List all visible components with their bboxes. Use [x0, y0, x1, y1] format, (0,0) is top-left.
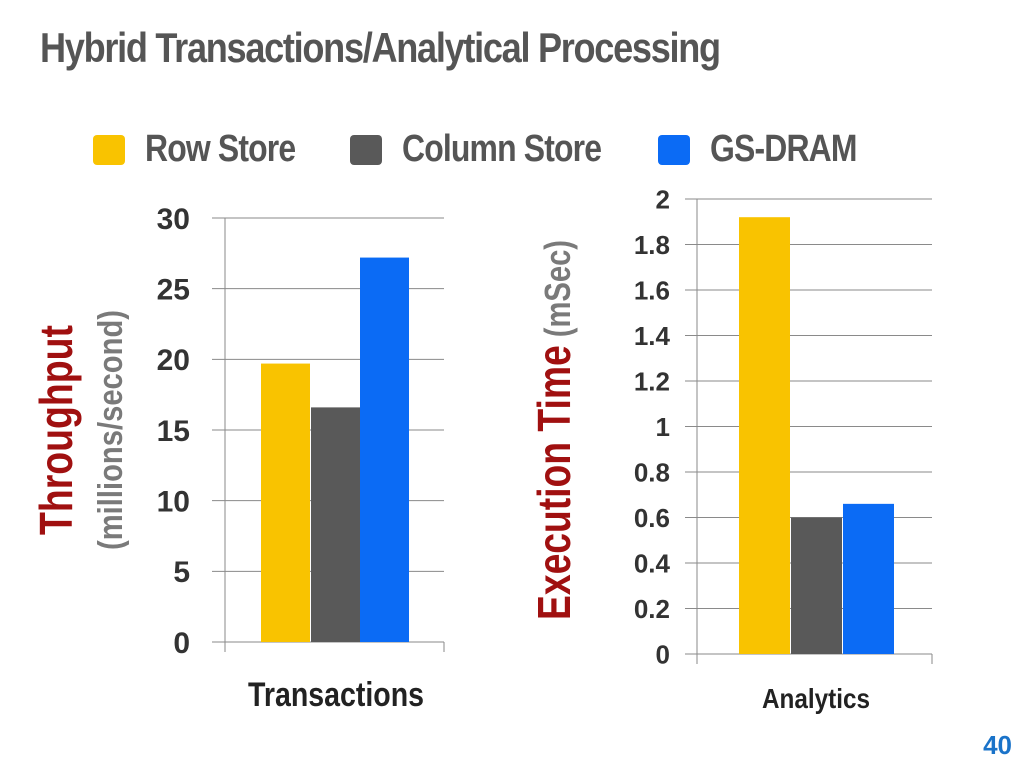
y-axis-title-unit: (mSec) — [537, 240, 578, 345]
y-tick-label: 1.8 — [634, 230, 670, 260]
y-axis-title-unit: (millions/second) — [92, 310, 130, 550]
y-tick-label: 0.8 — [634, 457, 670, 487]
legend-label-gs-dram: GS-DRAM — [710, 128, 857, 170]
legend-item-column-store: Column Store — [350, 128, 639, 171]
slide-title: Hybrid Transactions/Analytical Processin… — [40, 24, 721, 71]
y-tick-label: 30 — [157, 203, 190, 236]
y-tick-label: 1.4 — [634, 321, 671, 351]
x-axis-label: Analytics — [762, 683, 870, 714]
legend-label-column-store: Column Store — [402, 128, 602, 170]
legend-swatch-gs-dram — [658, 134, 690, 165]
legend-label-row-store: Row Store — [145, 128, 296, 170]
y-tick-label: 25 — [157, 273, 190, 306]
y-tick-label: 1 — [656, 412, 670, 442]
y-axis-title-main: Throughput — [30, 325, 82, 535]
page-number: 40 — [983, 730, 1012, 760]
y-tick-label: 5 — [173, 556, 190, 589]
y-tick-label: 10 — [157, 485, 190, 518]
y-tick-label: 2 — [656, 184, 670, 214]
y-tick-label: 0.2 — [634, 594, 670, 624]
y-axis-title-text: Execution Time (mSec) — [528, 240, 580, 620]
bar-column-store — [311, 407, 360, 642]
y-axis-title: Execution Time (mSec) — [528, 240, 580, 620]
legend-swatch-row-store — [93, 134, 125, 165]
y-tick-label: 0.6 — [634, 503, 670, 533]
y-axis-title-main: Execution Time — [528, 345, 580, 620]
y-axis-title-text: Throughput — [30, 325, 82, 535]
y-axis-title: Throughput (millions/second) — [30, 310, 130, 550]
bar-column-store — [791, 517, 842, 654]
y-tick-label: 0.4 — [634, 548, 671, 578]
y-tick-label: 20 — [157, 344, 190, 377]
bar-gs-dram — [360, 257, 409, 642]
y-tick-label: 0 — [173, 627, 190, 660]
bar-row-store — [261, 363, 310, 642]
y-tick-label: 1.6 — [634, 275, 670, 305]
y-tick-label: 15 — [157, 415, 190, 448]
y-tick-label: 1.2 — [634, 366, 670, 396]
x-axis-label: Transactions — [248, 676, 424, 714]
legend-item-row-store: Row Store — [93, 128, 324, 171]
bar-gs-dram — [843, 503, 894, 654]
y-tick-label: 0 — [656, 639, 670, 669]
legend-swatch-column-store — [350, 134, 382, 165]
legend-item-gs-dram: GS-DRAM — [658, 128, 885, 171]
bar-row-store — [739, 217, 790, 654]
chart-legend: Row Store Column Store GS-DRAM — [0, 0, 1024, 200]
